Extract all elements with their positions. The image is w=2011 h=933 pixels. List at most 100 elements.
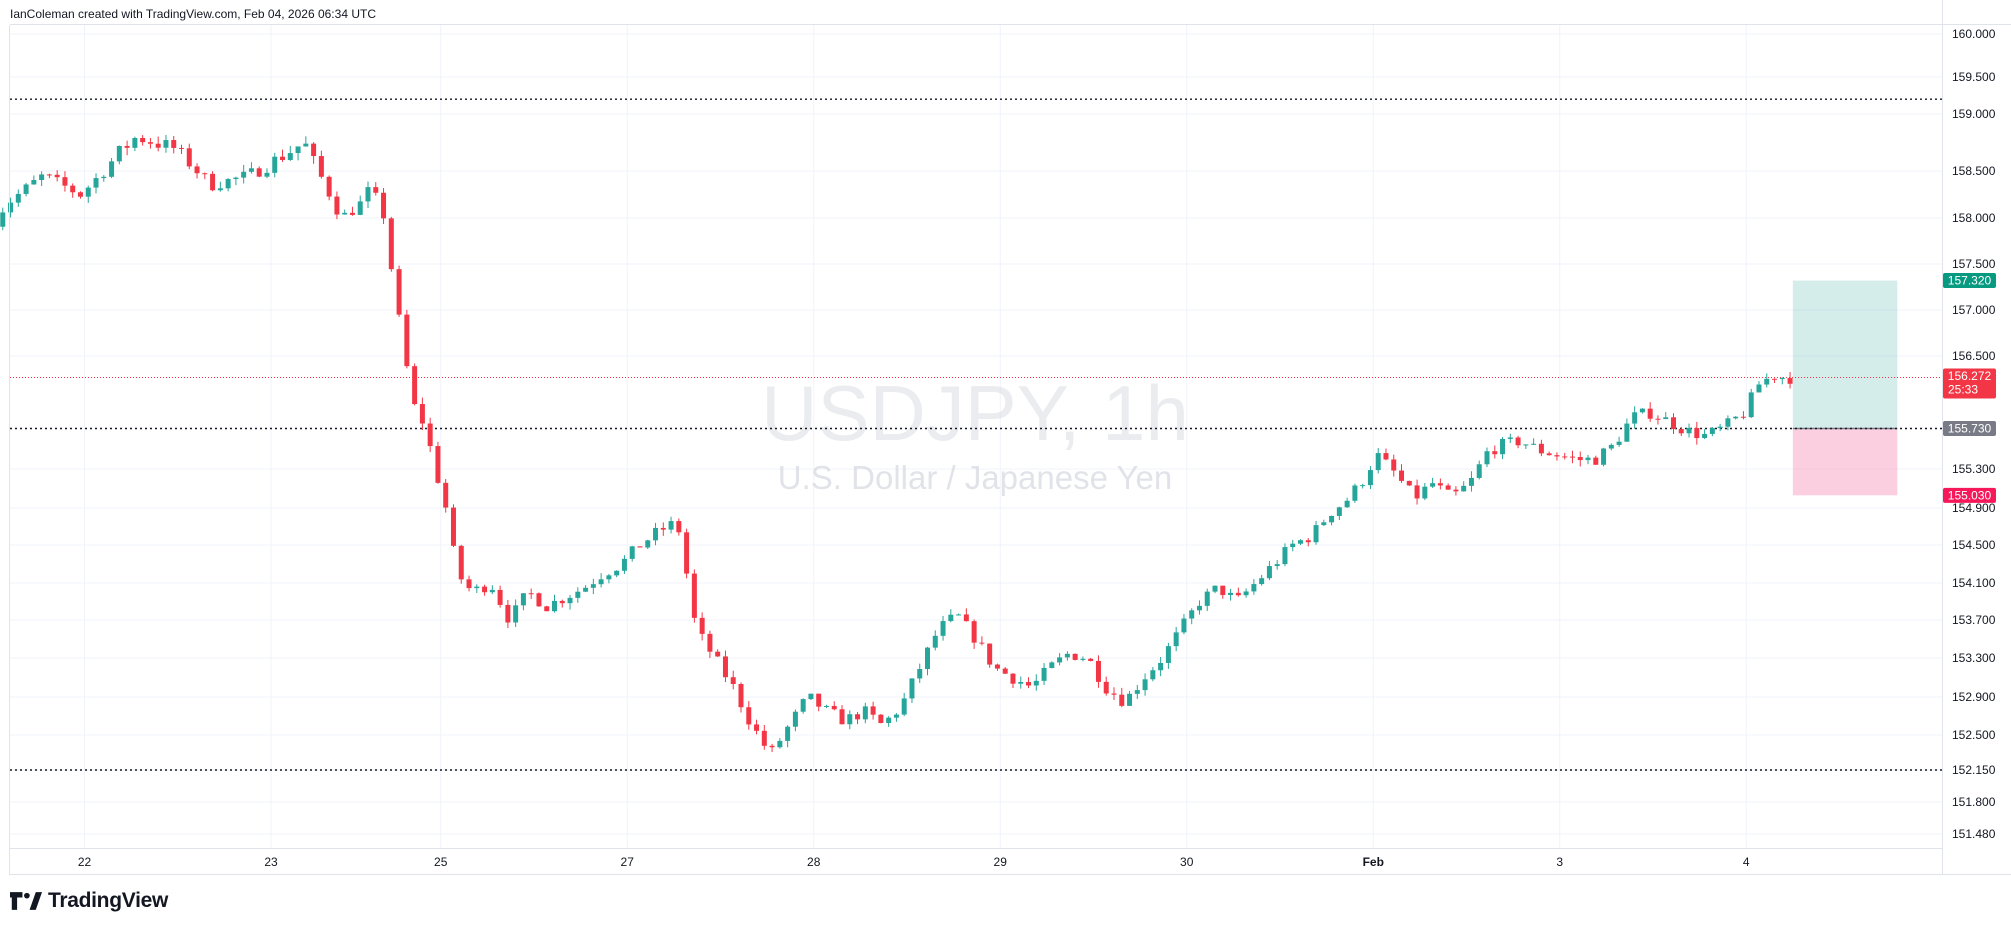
candle-body — [1212, 585, 1218, 592]
candle-body — [583, 587, 589, 592]
candle-body — [443, 482, 449, 508]
candle-body — [70, 185, 76, 193]
candle-body — [450, 507, 456, 546]
price-axis[interactable]: 160.000 159.500 159.000 158.500 158.000 157.5… — [1952, 27, 1996, 841]
candle-body — [746, 707, 752, 725]
candle-body — [893, 714, 899, 718]
candle-body — [272, 156, 278, 173]
candle-body — [823, 705, 829, 707]
candle-body — [39, 174, 45, 181]
candle-body — [482, 586, 488, 593]
candle-body — [287, 153, 293, 160]
candlestick-series — [0, 134, 1793, 753]
price-tag-value: 156.272 — [1948, 369, 1992, 383]
candle-body — [940, 621, 946, 636]
candle-body — [1787, 378, 1793, 384]
candle-body — [987, 643, 993, 665]
price-tick-label: 158.500 — [1952, 164, 1996, 178]
candle-body — [1165, 646, 1171, 663]
candle-body — [1772, 378, 1778, 380]
candle-body — [303, 143, 309, 147]
candle-body — [1274, 564, 1280, 567]
candle-body — [334, 196, 340, 215]
time-tick-label: 29 — [994, 855, 1008, 869]
candle-body — [1468, 477, 1474, 486]
time-tick-label: 23 — [264, 855, 278, 869]
price-tick-label: 156.500 — [1952, 349, 1996, 363]
candle-body — [699, 617, 705, 634]
candle-body — [528, 593, 534, 595]
candle-body — [932, 635, 938, 648]
candle-body — [1585, 457, 1591, 461]
candle-body — [280, 156, 286, 160]
candle-body — [1321, 522, 1327, 526]
candle-body — [474, 586, 480, 589]
candle-body — [171, 140, 177, 148]
candle-body — [1375, 453, 1381, 471]
candle-body — [326, 176, 332, 197]
candle-body — [870, 706, 876, 715]
candle-body — [1026, 682, 1032, 686]
candle-body — [1461, 485, 1467, 492]
candle-body — [116, 145, 122, 162]
candle-body — [23, 184, 29, 194]
candle-body — [163, 140, 169, 148]
candle-body — [1476, 464, 1482, 478]
candle-body — [217, 188, 223, 191]
candle-body — [901, 698, 907, 715]
candle-body — [1445, 485, 1451, 490]
candle-body — [1764, 378, 1770, 385]
candle-body — [948, 614, 954, 622]
candle-body — [769, 745, 775, 748]
candle-body — [722, 656, 728, 678]
candle-body — [544, 606, 550, 612]
candle-body — [606, 575, 612, 580]
price-tag-stop — [1943, 487, 1996, 503]
candle-body — [839, 709, 845, 725]
candle-body — [396, 269, 402, 315]
price-tick-label: 154.100 — [1952, 576, 1996, 590]
candle-body — [1702, 433, 1708, 439]
tradingview-logo[interactable]: TradingView — [10, 889, 168, 913]
candle-body — [1344, 500, 1350, 508]
price-tick-label: 152.150 — [1952, 763, 1996, 777]
candle-body — [497, 589, 503, 605]
candle-body — [256, 168, 262, 177]
candle-body — [357, 201, 363, 215]
candle-body — [1484, 451, 1490, 465]
candle-body — [1624, 423, 1630, 442]
candle-body — [318, 156, 324, 177]
time-axis[interactable]: 22 23 25 27 28 29 30 Feb 3 4 — [78, 855, 1750, 869]
candle-body — [676, 521, 682, 533]
price-tag-entry — [1943, 421, 1996, 437]
chart-attribution: IanColeman created with TradingView.com,… — [10, 7, 376, 21]
candle-body — [1360, 485, 1366, 487]
candle-body — [1523, 444, 1529, 446]
price-tick-label: 159.500 — [1952, 70, 1996, 84]
time-tick-label: 3 — [1556, 855, 1563, 869]
candle-body — [715, 651, 721, 657]
candle-body — [225, 179, 231, 189]
candle-body — [1235, 592, 1241, 596]
candle-body — [917, 669, 923, 679]
time-tick-label: Feb — [1363, 855, 1384, 869]
candle-body — [124, 145, 130, 148]
candle-body — [458, 545, 464, 580]
price-tick-label: 155.300 — [1952, 462, 1996, 476]
long-position-tool[interactable] — [1792, 280, 1898, 496]
candle-body — [54, 174, 60, 178]
candle-body — [85, 187, 91, 197]
price-tick-label: 154.500 — [1952, 538, 1996, 552]
candle-body — [373, 187, 379, 193]
candle-body — [1663, 417, 1669, 420]
candle-body — [342, 212, 348, 215]
candle-body — [777, 740, 783, 748]
price-tag-target — [1943, 273, 1996, 289]
price-tick-label: 159.000 — [1952, 107, 1996, 121]
price-tag-countdown: 25:33 — [1948, 382, 1978, 396]
candle-body — [1088, 658, 1094, 661]
horizontal-levels[interactable] — [10, 98, 1942, 771]
stop-zone — [1792, 428, 1898, 496]
candle-body — [365, 187, 371, 202]
